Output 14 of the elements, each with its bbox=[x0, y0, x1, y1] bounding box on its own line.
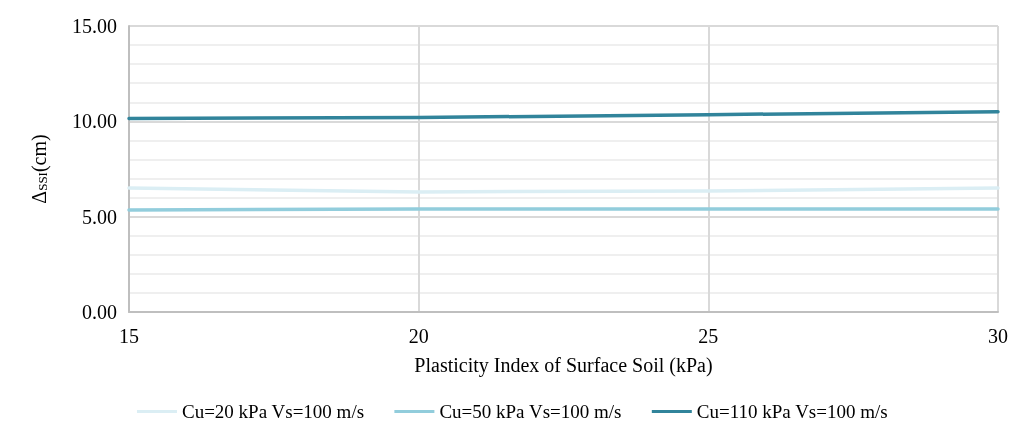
x-tick-label: 15 bbox=[119, 325, 139, 347]
y-axis-title: ΔSSI(cm) bbox=[27, 134, 51, 204]
legend-label: Cu=20 kPa Vs=100 m/s bbox=[181, 401, 365, 422]
x-tick-label: 25 bbox=[698, 325, 719, 347]
x-tick-label: 30 bbox=[988, 325, 1008, 347]
y-tick-label: 0.00 bbox=[82, 301, 117, 323]
y-tick-label: 10.00 bbox=[72, 110, 117, 133]
x-axis-title: Plasticity Index of Surface Soil (kPa) bbox=[414, 354, 713, 377]
legend-label: Cu=50 kPa Vs=100 m/s bbox=[439, 401, 622, 422]
legend-label: Cu=110 kPa Vs=100 m/s bbox=[696, 401, 888, 422]
y-tick-label: 15.00 bbox=[72, 15, 117, 37]
x-tick-label: 20 bbox=[408, 325, 429, 347]
line-series bbox=[127, 110, 1000, 121]
y-tick-label: 5.00 bbox=[82, 205, 117, 228]
